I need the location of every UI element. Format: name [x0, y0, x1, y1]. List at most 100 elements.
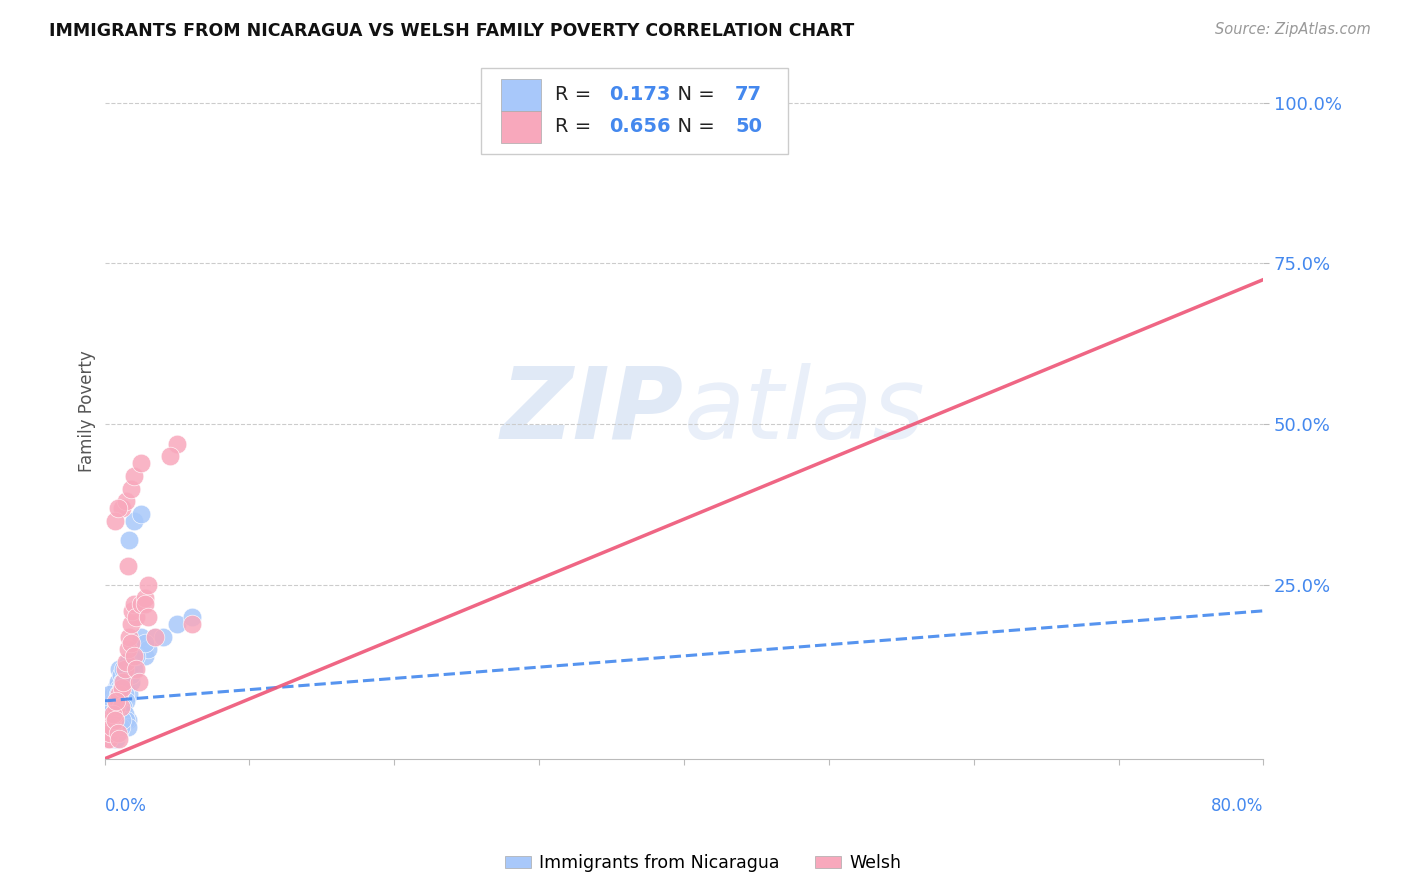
Text: 50: 50 — [735, 118, 762, 136]
Text: 0.173: 0.173 — [609, 86, 671, 104]
Point — [134, 598, 156, 612]
Point — [112, 674, 135, 689]
Point — [107, 706, 129, 721]
Point — [105, 700, 128, 714]
Point — [125, 610, 148, 624]
Point — [136, 642, 159, 657]
Point — [101, 713, 124, 727]
Point — [125, 642, 148, 657]
Point — [107, 720, 129, 734]
Point — [108, 681, 131, 695]
Point — [110, 694, 132, 708]
Point — [120, 668, 142, 682]
Point — [702, 102, 724, 116]
Point — [111, 681, 134, 695]
Point — [117, 558, 139, 573]
Point — [104, 700, 127, 714]
Bar — [501, 79, 541, 111]
Point — [129, 598, 152, 612]
Point — [100, 726, 122, 740]
Point — [107, 674, 129, 689]
Point — [104, 514, 127, 528]
Point — [111, 500, 134, 515]
Point — [97, 700, 120, 714]
Point — [108, 662, 131, 676]
Point — [97, 726, 120, 740]
Point — [114, 688, 136, 702]
Point — [101, 726, 124, 740]
Point — [101, 720, 124, 734]
Text: ZIP: ZIP — [501, 363, 683, 460]
Text: IMMIGRANTS FROM NICARAGUA VS WELSH FAMILY POVERTY CORRELATION CHART: IMMIGRANTS FROM NICARAGUA VS WELSH FAMIL… — [49, 22, 855, 40]
Point — [104, 713, 127, 727]
Point — [115, 694, 138, 708]
Legend: Immigrants from Nicaragua, Welsh: Immigrants from Nicaragua, Welsh — [498, 847, 908, 879]
Point — [122, 662, 145, 676]
Point — [100, 732, 122, 747]
Point — [96, 713, 118, 727]
Bar — [501, 112, 541, 143]
Point — [111, 674, 134, 689]
Point — [94, 726, 117, 740]
Point — [112, 700, 135, 714]
Point — [103, 688, 125, 702]
Point — [107, 688, 129, 702]
Point — [180, 610, 202, 624]
Text: N =: N = — [665, 86, 721, 104]
Text: 0.656: 0.656 — [609, 118, 671, 136]
Point — [120, 636, 142, 650]
Point — [96, 732, 118, 747]
Point — [115, 655, 138, 669]
Point — [136, 578, 159, 592]
Point — [103, 694, 125, 708]
Point — [105, 681, 128, 695]
Point — [94, 732, 117, 747]
Point — [107, 726, 129, 740]
FancyBboxPatch shape — [481, 68, 789, 154]
Point — [110, 681, 132, 695]
Point — [117, 720, 139, 734]
Point — [108, 688, 131, 702]
Point — [100, 720, 122, 734]
Point — [97, 720, 120, 734]
Point — [104, 694, 127, 708]
Point — [110, 668, 132, 682]
Point — [115, 713, 138, 727]
Point — [114, 688, 136, 702]
Point — [122, 648, 145, 663]
Point — [97, 732, 120, 747]
Point — [129, 630, 152, 644]
Point — [117, 655, 139, 669]
Point — [110, 720, 132, 734]
Point — [115, 681, 138, 695]
Point — [96, 732, 118, 747]
Point — [136, 610, 159, 624]
Point — [134, 591, 156, 605]
Point — [159, 450, 181, 464]
Point — [125, 648, 148, 663]
Point — [100, 726, 122, 740]
Point — [103, 732, 125, 747]
Y-axis label: Family Poverty: Family Poverty — [79, 351, 96, 472]
Point — [114, 662, 136, 676]
Text: 0.0%: 0.0% — [104, 797, 146, 815]
Point — [118, 630, 141, 644]
Point — [104, 713, 127, 727]
Point — [104, 726, 127, 740]
Point — [122, 468, 145, 483]
Point — [112, 700, 135, 714]
Point — [117, 642, 139, 657]
Point — [121, 604, 143, 618]
Point — [105, 694, 128, 708]
Point — [120, 674, 142, 689]
Point — [129, 508, 152, 522]
Point — [101, 720, 124, 734]
Point — [129, 456, 152, 470]
Text: R =: R = — [555, 86, 598, 104]
Point — [125, 662, 148, 676]
Point — [105, 732, 128, 747]
Point — [143, 630, 166, 644]
Point — [107, 694, 129, 708]
Point — [120, 482, 142, 496]
Point — [111, 681, 134, 695]
